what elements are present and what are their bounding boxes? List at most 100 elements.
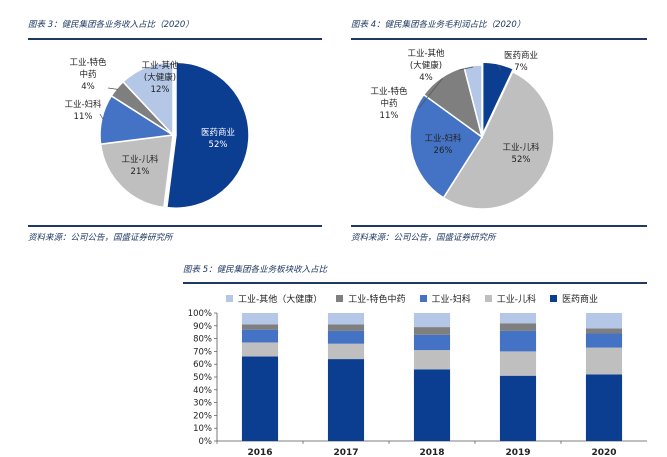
- y-tick-label: 100%: [188, 309, 212, 319]
- pie-slice-erke: [99, 134, 174, 209]
- pie-value-label: 26%: [434, 146, 453, 156]
- pie-value-label: 7%: [514, 63, 528, 73]
- bar-segment-fuke: [585, 333, 623, 348]
- fig5-legend: 工业-其他（大健康） 工业-特色中药 工业-妇科 工业-儿科 医药商业: [226, 292, 598, 305]
- pie-category-label: 中药: [380, 98, 397, 109]
- fig4-title-rule: [351, 38, 647, 40]
- pie-category-label: (大健康): [144, 72, 176, 83]
- pie-category-label: 工业-儿科: [502, 142, 540, 153]
- bar-segment-qita: [413, 313, 451, 328]
- pie-value-label: 11%: [74, 112, 93, 122]
- y-tick-label: 20%: [193, 411, 212, 421]
- bar-segment-fuke: [413, 334, 451, 351]
- y-tick-label: 30%: [193, 399, 212, 409]
- legend-swatch: [336, 295, 344, 302]
- legend-swatch: [550, 295, 557, 302]
- pie-slice-yiyao: [481, 61, 515, 135]
- fig5-title-rule: [183, 282, 647, 284]
- y-tick-label: 80%: [193, 335, 212, 345]
- bar-segment-erke: [327, 343, 365, 360]
- pie-category-label: 工业-特色: [370, 86, 408, 97]
- x-tick-label: 2017: [333, 448, 358, 457]
- fig4-pie-chart: 医药商业 7% 工业-儿科 52% 工业-妇科 26% 工业-特色中药 11% 工业-其他(大健…: [370, 48, 555, 210]
- x-tick-label: 2020: [591, 448, 616, 457]
- pie-value-label: 21%: [131, 167, 150, 177]
- legend-label: 工业-妇科: [431, 295, 471, 305]
- pie-slice-qita: [463, 64, 483, 138]
- bar-segment-fuke: [499, 330, 537, 352]
- pie-category-label: 工业-儿科: [121, 154, 159, 165]
- pie-category-label: 工业-妇科: [64, 99, 102, 110]
- y-tick-label: 60%: [193, 360, 212, 370]
- y-tick-label: 70%: [193, 347, 212, 357]
- legend-label: 工业-儿科: [496, 295, 536, 305]
- bar-segment-yiyao: [413, 369, 451, 441]
- pie-category-label: 医药商业: [201, 127, 235, 138]
- legend-swatch: [484, 295, 492, 302]
- pie-slice-qita: [121, 61, 174, 137]
- bar-segment-qita: [241, 313, 279, 325]
- pie-category-label: 工业-其他: [141, 60, 179, 71]
- pie-leader-line: [497, 65, 502, 71]
- x-tick-label: 2018: [419, 448, 444, 457]
- legend-label: 工业-其他（大健康）: [238, 295, 323, 305]
- pie-slice-yiyao: [166, 61, 250, 209]
- pie-slice-erke: [442, 70, 555, 210]
- pie-value-label: 4%: [81, 82, 95, 92]
- bar-segment-erke: [241, 342, 279, 357]
- y-tick-label: 90%: [193, 322, 212, 332]
- pie-category-label: 医药商业: [504, 50, 538, 61]
- bar-segment-tese: [327, 324, 365, 331]
- fig3-pie-chart: 医药商业 52% 工业-儿科 21% 工业-妇科 11% 工业-特色中药 4% 工业-其他(大健…: [64, 57, 250, 209]
- pie-value-label: 12%: [151, 85, 170, 95]
- x-tick-label: 2019: [505, 448, 530, 457]
- bar-segment-tese: [241, 324, 279, 330]
- y-tick-label: 40%: [193, 386, 212, 396]
- pie-category-label: 工业-特色: [69, 57, 107, 68]
- bar-segment-erke: [413, 350, 451, 370]
- legend-item: 工业-特色中药: [336, 292, 406, 305]
- fig5-title: 图表 5：健民集团各业务板块收入占比: [183, 265, 328, 275]
- bar-segment-tese: [585, 328, 623, 334]
- pie-leader-line: [99, 113, 104, 120]
- fig3-source-rule: [28, 225, 322, 227]
- legend-swatch: [419, 295, 427, 302]
- legend-label: 医药商业: [562, 295, 599, 305]
- bar-segment-erke: [499, 351, 537, 376]
- legend-item: 医药商业: [550, 292, 598, 305]
- pie-category-label: 工业-妇科: [424, 133, 462, 144]
- bar-segment-fuke: [327, 330, 365, 344]
- bar-segment-qita: [585, 313, 623, 329]
- bar-segment-qita: [499, 313, 537, 324]
- pie-slice-fuke: [409, 93, 484, 199]
- x-tick-label: 2016: [247, 448, 272, 457]
- legend-label: 工业-特色中药: [348, 295, 406, 305]
- pie-leader-line: [107, 87, 118, 90]
- bar-segment-tese: [413, 327, 451, 335]
- bar-segment-fuke: [241, 329, 279, 343]
- y-tick-label: 10%: [193, 424, 212, 434]
- legend-swatch: [226, 295, 233, 302]
- pie-category-label: 中药: [79, 69, 96, 80]
- bar-segment-yiyao: [585, 374, 623, 441]
- bar-segment-erke: [585, 347, 623, 375]
- pie-category-label: (大健康): [410, 60, 442, 71]
- bar-segment-tese: [499, 323, 537, 331]
- fig4-title: 图表 4：健民集团各业务毛利润占比（2020）: [351, 20, 526, 30]
- pie-value-label: 11%: [380, 111, 399, 121]
- pie-value-label: 52%: [512, 155, 531, 165]
- pie-leader-line: [458, 66, 474, 71]
- bar-segment-yiyao: [327, 359, 365, 441]
- bar-segment-yiyao: [499, 375, 537, 441]
- pie-leader-line: [418, 78, 443, 109]
- pie-value-label: 4%: [419, 73, 433, 83]
- fig3-title-rule: [28, 38, 322, 40]
- pie-category-label: 工业-其他: [407, 48, 445, 59]
- fig4-source-rule: [351, 225, 647, 227]
- fig3-source: 资料来源：公司公告，国盛证券研究所: [28, 233, 173, 243]
- legend-item: 工业-妇科: [419, 292, 471, 305]
- legend-item: 工业-儿科: [484, 292, 536, 305]
- fig5-bar-chart: 0% 10% 20% 30% 40% 50% 60% 70% 80% 90% 100% 2016 201…: [188, 309, 647, 457]
- y-tick-label: 50%: [193, 373, 212, 383]
- pie-value-label: 52%: [209, 140, 228, 150]
